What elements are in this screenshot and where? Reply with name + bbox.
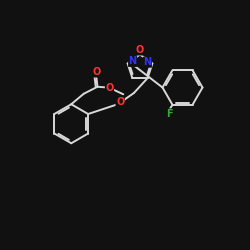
Text: O: O xyxy=(106,83,114,93)
Text: O: O xyxy=(92,67,100,77)
Text: O: O xyxy=(136,45,143,55)
Text: N: N xyxy=(128,56,137,66)
Text: O: O xyxy=(116,97,124,107)
Text: F: F xyxy=(166,109,173,119)
Text: N: N xyxy=(143,57,152,67)
